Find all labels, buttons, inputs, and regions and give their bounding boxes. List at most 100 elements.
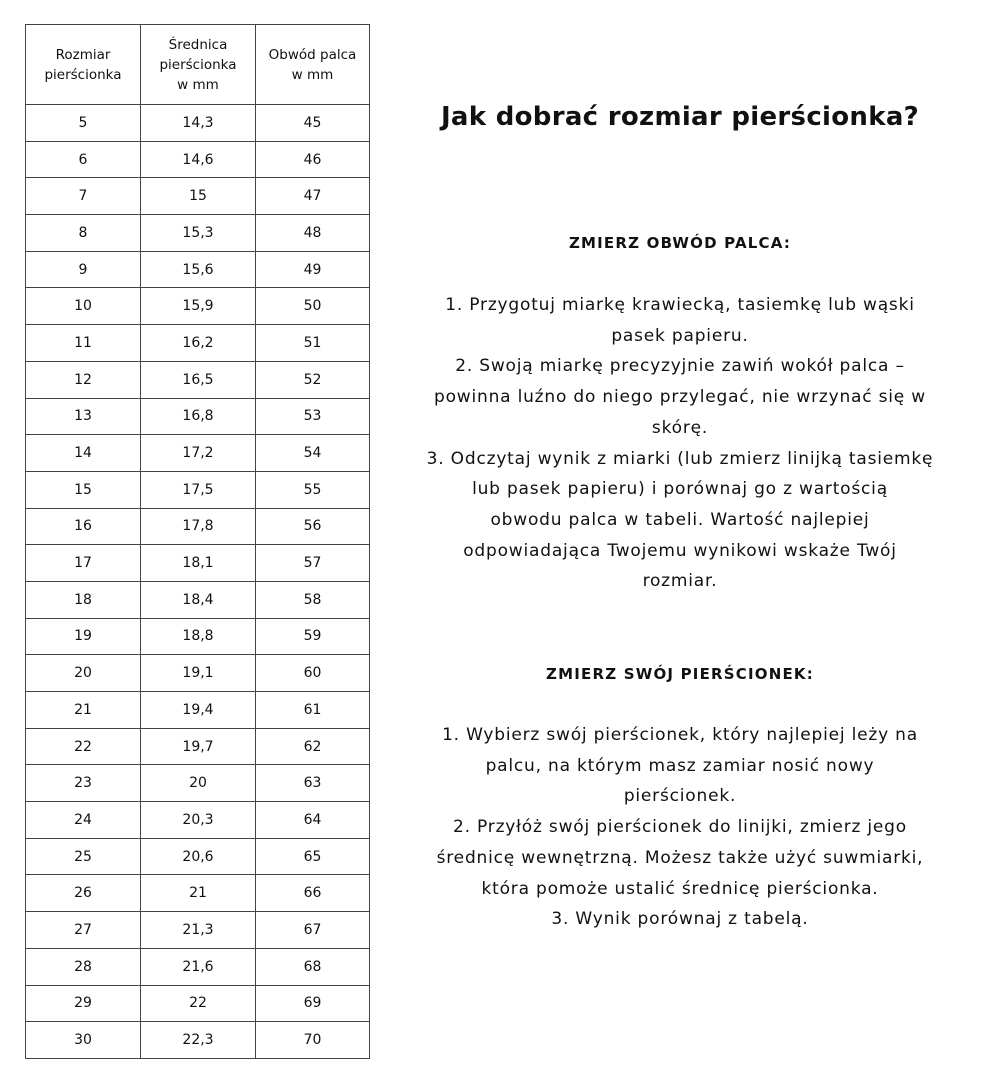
finger-circumference-cell: 60 bbox=[255, 654, 370, 692]
ring-diameter-cell: 21 bbox=[140, 874, 256, 913]
finger-circumference-cell: 57 bbox=[255, 544, 370, 582]
finger-circumference-cell: 48 bbox=[255, 214, 370, 252]
section-heading-measure-ring: ZMIERZ SWÓJ PIERŚCIONEK: bbox=[546, 665, 814, 683]
ring-diameter-cell: 16,2 bbox=[140, 324, 256, 362]
table-row: 11 16,2 51 bbox=[25, 324, 370, 362]
ring-diameter-cell: 14,3 bbox=[140, 104, 256, 142]
instruction-line: palcu, na którym masz zamiar nosić nowy bbox=[485, 755, 875, 776]
ring-size-cell: 6 bbox=[25, 140, 141, 179]
finger-circumference-cell: 58 bbox=[255, 580, 370, 619]
ring-diameter-cell: 16,8 bbox=[140, 397, 256, 436]
ring-size-cell: 7 bbox=[25, 177, 141, 216]
table-row: 12 16,5 52 bbox=[25, 360, 370, 399]
ring-diameter-cell: 21,3 bbox=[140, 911, 256, 949]
table-row: 25 20,6 65 bbox=[25, 837, 370, 876]
table-row: 13 16,8 53 bbox=[25, 397, 370, 436]
table-row: 17 18,1 57 bbox=[25, 544, 370, 582]
finger-circumference-cell: 69 bbox=[255, 984, 370, 1023]
ring-size-cell: 24 bbox=[25, 801, 141, 839]
instruction-line: która pomoże ustalić średnicę pierścionk… bbox=[481, 878, 879, 899]
ring-size-cell: 10 bbox=[25, 287, 141, 326]
column-header-line: pierścionka bbox=[159, 56, 237, 73]
finger-circumference-cell: 65 bbox=[255, 837, 370, 876]
ring-size-cell: 25 bbox=[25, 837, 141, 876]
ring-diameter-cell: 19,7 bbox=[140, 727, 256, 766]
ring-size-table: Rozmiar pierścionka Średnica pierścionka w m… bbox=[25, 24, 370, 1059]
table-row: 24 20,3 64 bbox=[25, 801, 370, 839]
finger-circumference-cell: 64 bbox=[255, 801, 370, 839]
finger-circumference-cell: 51 bbox=[255, 324, 370, 362]
table-row: 14 17,2 54 bbox=[25, 434, 370, 472]
instruction-line: 1. Przygotuj miarkę krawiecką, tasiemkę … bbox=[445, 295, 915, 315]
ring-size-cell: 26 bbox=[25, 874, 141, 913]
finger-circumference-cell: 52 bbox=[255, 360, 370, 399]
instruction-line: skórę. bbox=[651, 417, 709, 438]
table-row: 19 18,8 59 bbox=[25, 617, 370, 656]
table-row: 29 22 69 bbox=[25, 984, 370, 1023]
ring-size-cell: 28 bbox=[25, 947, 141, 986]
ring-diameter-cell: 20,3 bbox=[140, 801, 256, 839]
ring-size-cell: 9 bbox=[25, 250, 141, 289]
ring-diameter-cell: 20 bbox=[140, 764, 256, 803]
finger-circumference-cell: 62 bbox=[255, 727, 370, 766]
finger-circumference-cell: 66 bbox=[255, 874, 370, 913]
instruction-line: 2. Swoją miarkę precyzyjnie zawiń wokół … bbox=[455, 356, 905, 377]
ring-size-cell: 14 bbox=[25, 434, 141, 472]
ring-size-cell: 22 bbox=[25, 727, 141, 766]
ring-diameter-cell: 15,3 bbox=[140, 214, 256, 252]
table-row: 27 21,3 67 bbox=[25, 911, 370, 949]
instruction-line: 1. Wybierz swój pierścionek, który najle… bbox=[442, 725, 918, 745]
ring-diameter-cell: 17,8 bbox=[140, 507, 256, 546]
ring-size-cell: 19 bbox=[25, 617, 141, 656]
table-row: 10 15,9 50 bbox=[25, 287, 370, 326]
ring-size-cell: 18 bbox=[25, 580, 141, 619]
ring-diameter-cell: 18,1 bbox=[140, 544, 256, 582]
section-text-measure-finger: 1. Przygotuj miarkę krawiecką, tasiemkę … bbox=[385, 290, 975, 597]
ring-diameter-cell: 15 bbox=[140, 177, 256, 216]
instruction-line: obwodu palca w tabeli. Wartość najlepiej bbox=[490, 509, 870, 530]
ring-diameter-cell: 14,6 bbox=[140, 140, 256, 179]
table-row: 7 15 47 bbox=[25, 177, 370, 216]
finger-circumference-cell: 56 bbox=[255, 507, 370, 546]
table-row: 18 18,4 58 bbox=[25, 580, 370, 619]
ring-size-cell: 15 bbox=[25, 470, 141, 509]
ring-diameter-cell: 22 bbox=[140, 984, 256, 1023]
table-row: 26 21 66 bbox=[25, 874, 370, 913]
ring-diameter-cell: 22,3 bbox=[140, 1021, 256, 1059]
section-heading-measure-finger: ZMIERZ OBWÓD PALCA: bbox=[568, 234, 792, 252]
ring-diameter-cell: 18,4 bbox=[140, 580, 256, 619]
ring-size-cell: 13 bbox=[25, 397, 141, 436]
ring-size-cell: 17 bbox=[25, 544, 141, 582]
ring-size-cell: 21 bbox=[25, 691, 141, 729]
instruction-line: rozmiar. bbox=[642, 571, 718, 592]
instruction-line: pasek papieru. bbox=[611, 325, 749, 346]
ring-size-cell: 23 bbox=[25, 764, 141, 803]
ring-diameter-cell: 16,5 bbox=[140, 360, 256, 399]
finger-circumference-cell: 67 bbox=[255, 911, 370, 949]
finger-circumference-cell: 49 bbox=[255, 250, 370, 289]
finger-circumference-cell: 47 bbox=[255, 177, 370, 216]
ring-size-cell: 30 bbox=[25, 1021, 141, 1059]
column-header-line: Obwód palca bbox=[268, 46, 357, 63]
ring-size-cell: 12 bbox=[25, 360, 141, 399]
ring-diameter-cell: 19,1 bbox=[140, 654, 256, 692]
finger-circumference-cell: 70 bbox=[255, 1021, 370, 1059]
ring-size-cell: 29 bbox=[25, 984, 141, 1023]
table-row: 9 15,6 49 bbox=[25, 250, 370, 289]
instruction-line: powinna luźno do niego przylegać, nie wr… bbox=[434, 387, 926, 408]
ring-size-cell: 27 bbox=[25, 911, 141, 949]
finger-circumference-cell: 45 bbox=[255, 104, 370, 142]
finger-circumference-cell: 54 bbox=[255, 434, 370, 472]
ring-diameter-cell: 15,9 bbox=[140, 287, 256, 326]
table-row: 30 22,3 70 bbox=[25, 1021, 370, 1059]
table-row: 21 19,4 61 bbox=[25, 691, 370, 729]
column-header-line: Rozmiar bbox=[55, 46, 111, 63]
ring-size-cell: 5 bbox=[25, 104, 141, 142]
instruction-line: 3. Wynik porównaj z tabelą. bbox=[551, 909, 809, 930]
page-title: Jak dobrać rozmiar pierścionka? bbox=[440, 102, 920, 132]
instruction-line: 3. Odczytaj wynik z miarki (lub zmierz l… bbox=[426, 448, 934, 469]
instruction-line: 2. Przyłóż swój pierścionek do linijki, … bbox=[453, 817, 907, 838]
finger-circumference-cell: 53 bbox=[255, 397, 370, 436]
ring-diameter-cell: 20,6 bbox=[140, 837, 256, 876]
table-row: 6 14,6 46 bbox=[25, 140, 370, 179]
